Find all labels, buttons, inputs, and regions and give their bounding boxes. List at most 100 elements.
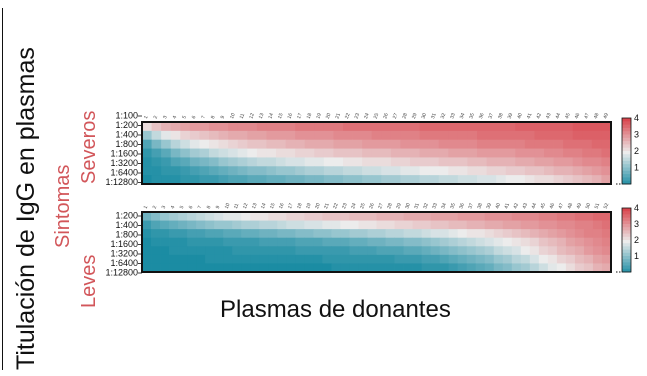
heatmap-cell [196,263,206,273]
heatmap-cell [553,148,564,158]
heatmap-cell [276,139,286,149]
column-tick-label: 33 [431,202,439,209]
heatmap-cell [333,166,344,176]
heatmap-cell [466,220,477,230]
heatmap-cell [419,139,430,149]
heatmap-cell [394,220,404,230]
heatmap-cell [467,157,478,167]
heatmap-cell [524,130,535,141]
heatmap-cell [170,139,181,149]
heatmap-cell [563,130,574,141]
heatmap-cell [340,212,350,221]
column-tick-label: 38 [497,112,505,119]
heatmap-cell [314,130,325,141]
heatmap-cell [170,148,181,158]
heatmap-cell [534,130,545,141]
heatmap-cell [199,148,210,158]
heatmap-cell [547,220,558,230]
colorbar-tick-label: 4 [634,203,639,213]
heatmap-cell [218,130,229,141]
heatmap-cell [390,122,401,132]
heatmap-cell [601,148,612,158]
heatmap-cell [228,166,239,176]
heatmap-cell [563,148,574,158]
heatmap-cell [142,220,152,230]
column-tick-label: 41 [504,202,512,209]
heatmap-cell [187,237,197,247]
heatmap-cell [232,254,242,264]
column-tick-label: 48 [593,112,601,119]
heatmap-cell [189,130,200,141]
heatmap-cell [534,166,545,176]
column-tick-label: 25 [359,202,367,209]
heatmap-cell [544,148,554,158]
heatmap-cell [511,229,522,239]
heatmap-cell [196,220,206,230]
column-tick-label: 30 [421,112,429,119]
heatmap-cell [362,122,373,132]
heatmap-cell [574,220,585,230]
heatmap-cell [448,139,459,149]
heatmap-cell [313,229,323,239]
heatmap-cell [400,166,411,176]
heatmap-cell [352,130,363,141]
heatmap-cell [333,157,344,167]
heatmap-cell [142,254,152,264]
heatmap-cell [390,157,401,167]
heatmap-cell [502,237,513,247]
heatmap-cell [439,263,450,273]
heatmap-cell [412,237,422,247]
heatmap-cell [161,139,172,149]
heatmap-cell [266,122,277,132]
heatmap-cell [547,246,558,256]
colorbar-swatch [622,240,631,244]
heatmap-cell [419,175,430,185]
column-tick-label: 34 [459,112,467,119]
column-tick-label: 36 [458,202,466,209]
heatmap-cell [475,212,486,221]
heatmap-cell [457,122,468,132]
heatmap-cell [524,166,535,176]
heatmap-cell [170,122,181,132]
heatmap-cell [430,263,441,273]
heatmap-cell [493,246,504,256]
heatmap-cell [352,122,363,132]
heatmap-cell [376,229,386,239]
heatmap-cell [553,166,564,176]
heatmap-cell [247,166,258,176]
heatmap-cell [563,157,574,167]
heatmap-cell [256,122,267,132]
heatmap-cell [161,157,172,167]
heatmap-cell [142,237,152,247]
heatmap-cell [276,175,286,185]
heatmap-cell [520,263,531,273]
heatmap-cell [438,175,449,185]
heatmap-cell [285,175,296,185]
heatmap-cell [376,246,386,256]
heatmap-cell [228,148,239,158]
colorbar-swatch [622,144,631,149]
heatmap-cell [484,220,495,230]
heatmap-cell [429,139,440,149]
heatmap-cell [196,212,206,221]
heatmap-cell [394,229,404,239]
heatmap-cell [349,229,359,239]
heatmap-cell [601,130,612,141]
heatmap-cell [142,139,152,149]
column-tick-label: 51 [594,202,602,209]
heatmap-cell [349,212,359,221]
heatmap-cell [169,220,179,230]
heatmap-cell [295,139,306,149]
heatmap-cell [421,263,432,273]
colorbar-swatch [622,154,631,159]
heatmap-cell [170,130,181,141]
colorbar-tick-label: 4 [634,113,639,123]
heatmap-cell [583,229,594,239]
heatmap-cell [524,148,535,158]
column-tick-label: 20 [325,112,333,119]
heatmap-cell [237,166,248,176]
heatmap-cell [367,263,377,273]
heatmap-cell [467,166,478,176]
heatmap-cell [529,237,540,247]
heatmap-cell [295,229,305,239]
